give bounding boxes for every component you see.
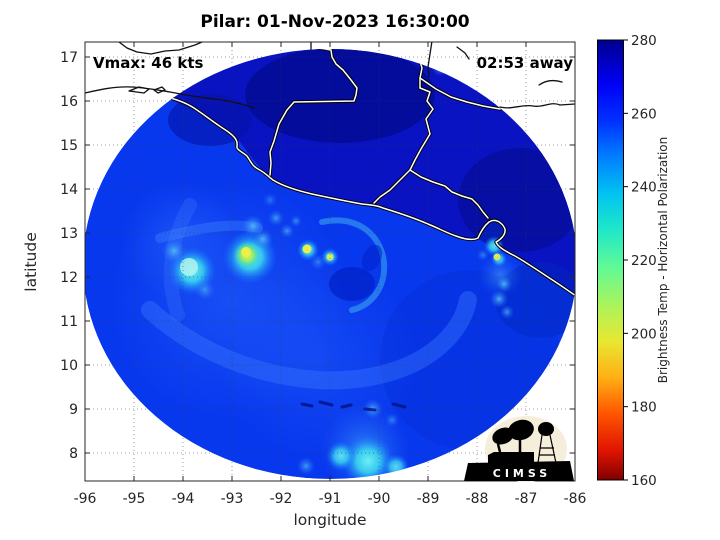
x-tick-label: -88 — [466, 491, 489, 507]
colorbar-tick-label: 160 — [631, 473, 657, 489]
y-tick-label: 10 — [60, 358, 78, 374]
colorbar-tick-label: 280 — [631, 33, 657, 49]
x-tick-label: -86 — [564, 491, 587, 507]
x-tick-label: -90 — [368, 491, 391, 507]
y-tick-label: 17 — [60, 50, 78, 66]
satellite-dish-icon — [508, 419, 534, 441]
storm-center-dark-region — [329, 267, 375, 301]
y-tick-label: 12 — [60, 270, 78, 286]
x-tick-label: -89 — [417, 491, 440, 507]
y-tick-label: 15 — [60, 138, 78, 154]
colorbar-label: Brightness Temp - Horizontal Polarizatio… — [656, 137, 670, 384]
colorbar-tick-label: 200 — [631, 326, 657, 342]
x-tick-label: -95 — [123, 491, 146, 507]
x-tick-label: -87 — [515, 491, 538, 507]
axes-box — [84, 41, 576, 482]
colorbar-gradient — [597, 39, 624, 481]
vmax-annotation: Vmax: 46 kts — [93, 54, 203, 72]
building-silhouette — [488, 452, 534, 464]
x-tick-label: -92 — [270, 491, 293, 507]
x-axis-tick-labels: -96 -95 -94 -93 -92 -91 -90 -89 -88 -87 -86 — [74, 491, 587, 507]
colorbar: 160 180 200 220 240 260 280 Brightness Temp - … — [597, 33, 670, 489]
colorbar-tick-label: 260 — [631, 106, 657, 122]
x-tick-label: -96 — [74, 491, 97, 507]
colorbar-tick-label: 180 — [631, 400, 657, 416]
y-tick-label: 16 — [60, 94, 78, 110]
cimss-logo: CIMSS — [464, 416, 574, 482]
y-tick-label: 14 — [60, 182, 78, 198]
colorbar-tick-label: 240 — [631, 180, 657, 196]
colorbar-tick-label: 220 — [631, 253, 657, 269]
colorbar-ticks: 160 180 200 220 240 260 280 — [623, 33, 657, 489]
logo-wordmark: CIMSS — [493, 467, 551, 480]
eta-annotation: 02:53 away — [477, 54, 574, 72]
microwave-swath-image — [85, 49, 575, 479]
x-tick-label: -94 — [172, 491, 195, 507]
y-tick-label: 8 — [69, 446, 78, 462]
x-tick-label: -91 — [319, 491, 342, 507]
logo-banner — [464, 461, 574, 481]
dark-speckle-row — [300, 400, 407, 412]
y-tick-label: 11 — [60, 314, 78, 330]
y-tick-label: 9 — [69, 402, 78, 418]
plot-title: Pilar: 01-Nov-2023 16:30:00 — [200, 12, 469, 32]
y-axis-tick-labels: 17 16 15 14 13 12 11 10 9 8 — [60, 50, 78, 462]
y-axis-label: latitude — [22, 232, 40, 291]
x-axis-label: longitude — [293, 511, 366, 529]
coastlines-outside-swath — [85, 42, 575, 109]
x-tick-label: -93 — [221, 491, 244, 507]
water-tower-icon — [538, 422, 554, 436]
y-tick-label: 13 — [60, 226, 78, 242]
